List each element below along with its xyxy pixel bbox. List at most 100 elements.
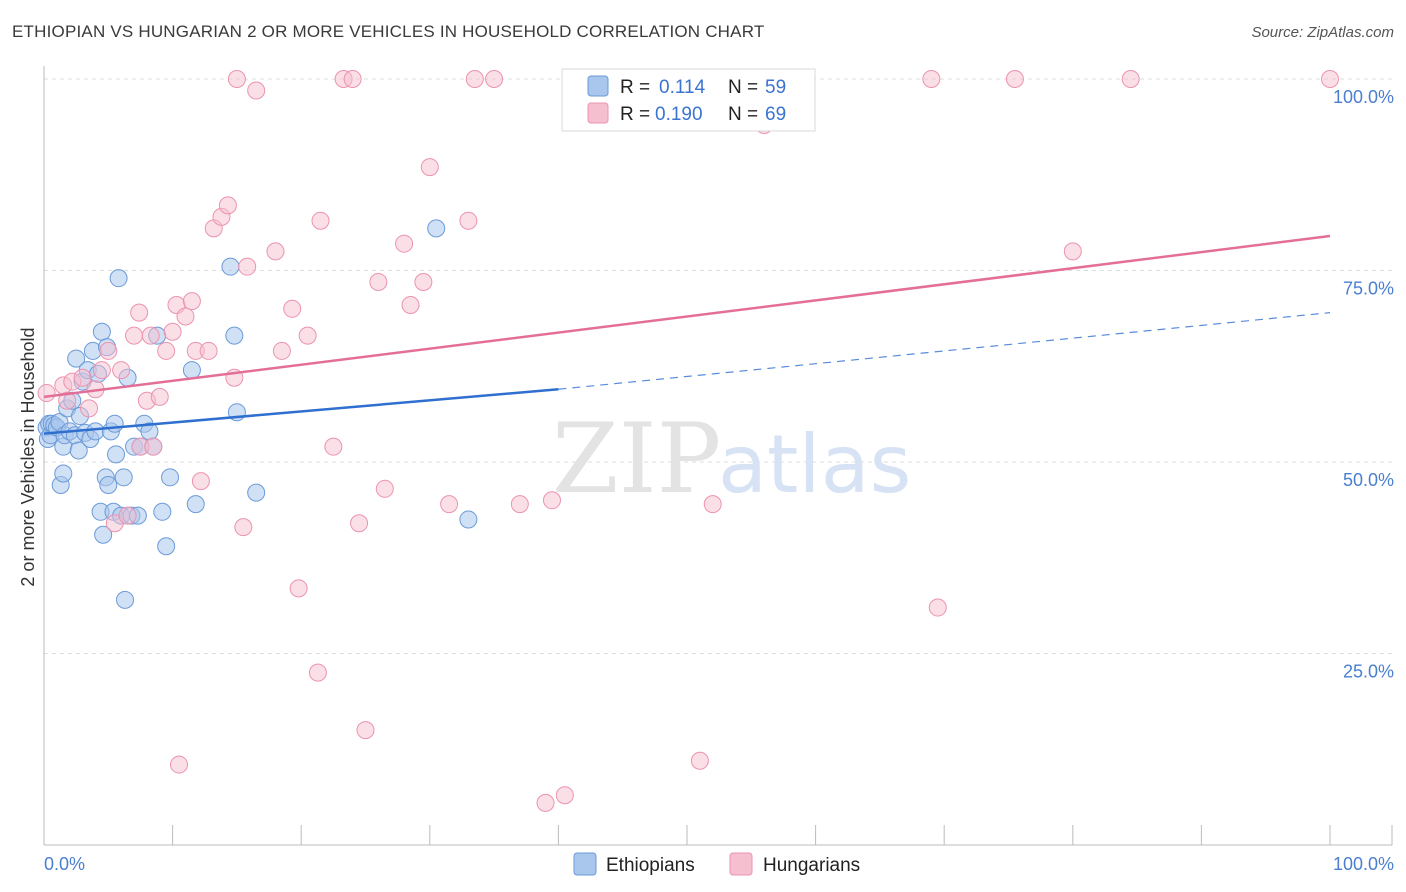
hungarian-point [465, 70, 484, 88]
hungarian-point [112, 361, 131, 380]
axes [43, 66, 1393, 846]
hungarian-point [928, 598, 947, 617]
ethiopian-point [92, 322, 111, 341]
hungarian-point [163, 322, 182, 341]
trend-lines [43, 234, 1331, 435]
hungarian-point [485, 70, 504, 88]
ethiopian-point [67, 349, 86, 368]
y-axis-label: 2 or more Vehicles in Household [18, 327, 38, 586]
ethiopian-point [109, 269, 128, 288]
legend-n-label-ethiopian: N = [728, 77, 758, 98]
hungarian-point [266, 242, 285, 261]
ethiopian-point [86, 422, 105, 441]
x-tick-label-max: 100.0% [1333, 854, 1394, 874]
hungarian-point [234, 518, 253, 537]
legend-r-label-hungarian: R = [620, 104, 650, 125]
legend-n-label-hungarian: N = [728, 104, 758, 125]
hungarian-trend-line [43, 234, 1331, 399]
hungarian-point [298, 326, 317, 345]
hungarian-point [922, 70, 941, 88]
hungarian-point [218, 196, 237, 215]
hungarian-point [311, 211, 330, 230]
hungarian-point [176, 307, 195, 326]
y-tick-labels: 25.0% 50.0% 75.0% 100.0% [1333, 87, 1394, 682]
y-tick-label: 100.0% [1333, 87, 1394, 107]
hungarian-point [324, 437, 343, 456]
hungarian-point [459, 211, 478, 230]
hungarian-point [420, 158, 439, 177]
legend-r-value-hungarian: 0.190 [655, 104, 703, 125]
hungarian-point [414, 272, 433, 291]
hungarian-point [343, 70, 362, 88]
hungarian-point [118, 506, 137, 525]
watermark-zip: ZIP [552, 403, 721, 515]
ethiopian-point [247, 483, 266, 502]
hungarian-point [58, 391, 77, 410]
hungarian-point [289, 579, 308, 598]
hungarian-point [199, 341, 218, 360]
hungarian-point [37, 384, 56, 403]
ethiopian-point [161, 468, 180, 487]
hungarian-point [130, 303, 149, 322]
hungarian-point [356, 721, 375, 740]
ethiopian-point [186, 495, 205, 514]
hungarian-point [80, 399, 99, 418]
hungarian-point [690, 751, 709, 770]
series-legend-label-ethiopians: Ethiopians [606, 855, 695, 876]
hungarian-point [401, 295, 420, 314]
ethiopian-point [182, 361, 201, 380]
y-tick-label: 50.0% [1343, 470, 1394, 490]
hungarian-point [542, 491, 561, 510]
chart-title: ETHIOPIAN VS HUNGARIAN 2 OR MORE VEHICLE… [12, 22, 765, 41]
ethiopian-point [107, 445, 126, 464]
hungarian-point [272, 341, 291, 360]
ethiopian-trend-extension [558, 312, 1331, 390]
hungarian-point [440, 495, 459, 514]
ethiopian-point [116, 590, 135, 609]
source-label: Source: ZipAtlas.com [1251, 24, 1394, 41]
hungarian-point [536, 793, 555, 812]
legend-r-label-ethiopian: R = [620, 77, 650, 98]
hungarian-point [227, 70, 246, 88]
ethiopian-point [54, 464, 73, 483]
ethiopian-point [153, 502, 172, 521]
hungarian-point [283, 299, 302, 318]
hungarian-point [375, 479, 394, 498]
y-tick-label: 75.0% [1343, 279, 1394, 299]
ethiopian-points [37, 219, 478, 609]
legend-swatch-hungarian [587, 102, 609, 124]
hungarian-point [510, 495, 529, 514]
hungarian-points [37, 70, 1339, 812]
legend-n-value-hungarian: 69 [765, 104, 786, 125]
legend-n-value-ethiopian: 59 [765, 77, 786, 98]
hungarian-point [1321, 70, 1339, 88]
hungarian-point [1063, 242, 1082, 261]
hungarian-point [157, 341, 176, 360]
ethiopian-point [69, 441, 88, 460]
hungarian-point [125, 326, 144, 345]
grid-lines [44, 78, 1392, 654]
hungarian-point [73, 368, 92, 387]
series-legend: Ethiopians Hungarians [573, 852, 860, 876]
legend-swatch-ethiopian [587, 75, 609, 97]
ethiopian-point [225, 326, 244, 345]
hungarian-point [144, 437, 163, 456]
ethiopian-point [99, 475, 118, 494]
hungarian-point [238, 257, 257, 276]
series-legend-swatch-ethiopians [573, 852, 597, 876]
hungarian-point [170, 755, 189, 774]
x-tick-label-min: 0.0% [44, 854, 85, 874]
ethiopian-point [94, 525, 113, 544]
hungarian-point [395, 234, 414, 253]
series-legend-label-hungarians: Hungarians [763, 855, 860, 876]
hungarian-point [99, 341, 118, 360]
hungarian-point [247, 81, 266, 100]
hungarian-point [92, 361, 111, 380]
series-legend-swatch-hungarians [729, 852, 753, 876]
ethiopian-point [114, 468, 133, 487]
watermark-atlas: atlas [718, 418, 911, 511]
hungarian-point [369, 272, 388, 291]
hungarian-point [182, 292, 201, 311]
ethiopian-trend-line [43, 387, 559, 435]
